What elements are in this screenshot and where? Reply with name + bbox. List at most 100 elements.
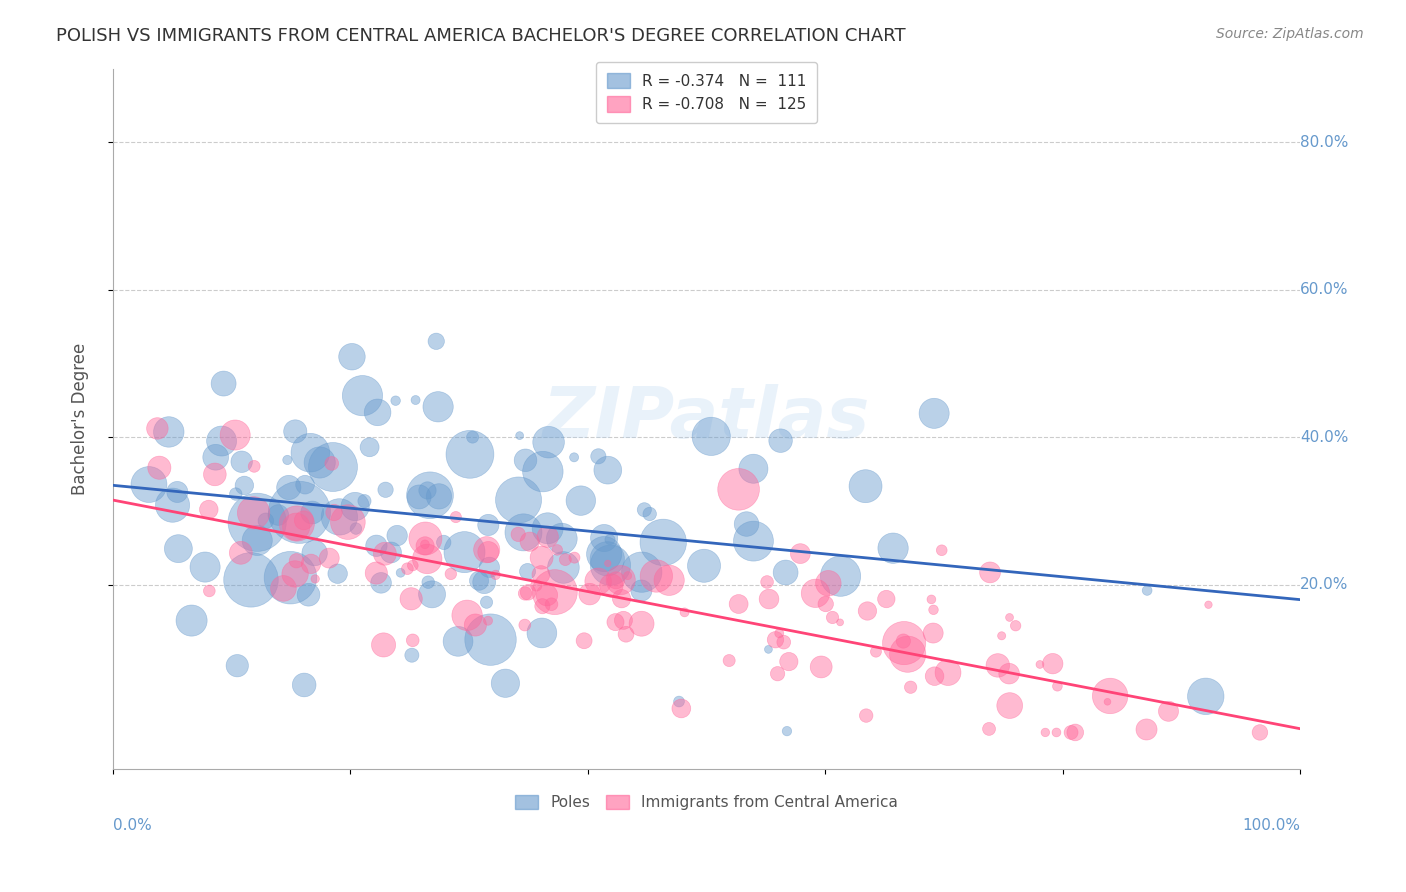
Point bbox=[599, 533, 621, 547]
Point bbox=[246, 516, 269, 530]
Point bbox=[472, 575, 495, 590]
Point bbox=[586, 574, 609, 589]
Point bbox=[936, 665, 959, 680]
Point bbox=[166, 485, 188, 500]
Point bbox=[353, 494, 375, 508]
Point bbox=[198, 502, 221, 516]
Point bbox=[596, 557, 619, 571]
Point bbox=[508, 493, 530, 508]
Point bbox=[987, 658, 1010, 673]
Point bbox=[544, 585, 567, 599]
Point bbox=[458, 447, 481, 461]
Point bbox=[693, 558, 716, 573]
Point bbox=[285, 554, 308, 568]
Point bbox=[990, 629, 1012, 643]
Point bbox=[531, 465, 554, 479]
Point bbox=[1099, 689, 1122, 703]
Point bbox=[830, 615, 852, 630]
Point bbox=[875, 592, 897, 607]
Point bbox=[830, 569, 852, 583]
Point bbox=[920, 592, 942, 607]
Point bbox=[323, 506, 346, 520]
Point bbox=[138, 477, 160, 491]
Point bbox=[1042, 657, 1064, 671]
Point bbox=[420, 587, 443, 601]
Point bbox=[599, 558, 621, 573]
Point bbox=[194, 560, 217, 574]
Point bbox=[366, 539, 388, 553]
Point bbox=[772, 635, 794, 649]
Point bbox=[464, 618, 486, 632]
Point bbox=[211, 434, 233, 448]
Point bbox=[322, 460, 344, 475]
Point bbox=[718, 654, 741, 668]
Text: 40.0%: 40.0% bbox=[1301, 430, 1348, 445]
Point bbox=[180, 614, 202, 628]
Point bbox=[402, 558, 425, 573]
Point bbox=[385, 528, 408, 542]
Point bbox=[231, 455, 253, 469]
Point bbox=[893, 636, 915, 650]
Point bbox=[530, 567, 553, 582]
Point bbox=[758, 642, 780, 657]
Point bbox=[897, 647, 920, 661]
Text: 20.0%: 20.0% bbox=[1301, 577, 1348, 592]
Point bbox=[198, 583, 221, 598]
Point bbox=[612, 613, 634, 627]
Point bbox=[456, 608, 478, 623]
Point bbox=[766, 666, 789, 681]
Point bbox=[242, 506, 264, 520]
Point bbox=[578, 587, 600, 601]
Point bbox=[1136, 583, 1159, 598]
Point bbox=[415, 532, 437, 546]
Point bbox=[374, 483, 396, 497]
Point bbox=[596, 463, 619, 477]
Point bbox=[778, 655, 800, 669]
Point bbox=[517, 585, 540, 599]
Point bbox=[530, 550, 553, 565]
Text: 100.0%: 100.0% bbox=[1243, 818, 1301, 833]
Point bbox=[277, 481, 299, 495]
Point bbox=[276, 453, 298, 467]
Point bbox=[856, 604, 879, 618]
Point bbox=[1033, 725, 1056, 739]
Point bbox=[288, 505, 311, 519]
Point bbox=[299, 445, 322, 459]
Point bbox=[536, 588, 558, 602]
Point bbox=[246, 533, 269, 548]
Point bbox=[148, 460, 170, 475]
Point bbox=[673, 606, 696, 620]
Point bbox=[789, 547, 811, 561]
Point bbox=[515, 453, 537, 467]
Point bbox=[478, 560, 501, 574]
Point bbox=[494, 676, 516, 690]
Point bbox=[399, 591, 422, 606]
Point bbox=[645, 569, 668, 583]
Point bbox=[453, 545, 475, 559]
Point bbox=[572, 633, 595, 648]
Point bbox=[285, 516, 308, 531]
Point bbox=[630, 616, 652, 631]
Point bbox=[405, 392, 427, 407]
Point bbox=[419, 488, 441, 502]
Point bbox=[162, 498, 184, 512]
Point bbox=[477, 614, 499, 628]
Point bbox=[1135, 723, 1157, 737]
Point bbox=[900, 680, 922, 694]
Point bbox=[562, 450, 585, 465]
Point bbox=[537, 435, 560, 450]
Point bbox=[998, 666, 1021, 681]
Point bbox=[609, 573, 631, 587]
Point bbox=[569, 493, 592, 508]
Point bbox=[1045, 725, 1067, 739]
Point bbox=[254, 514, 277, 528]
Point bbox=[513, 586, 536, 600]
Point bbox=[284, 566, 307, 581]
Point bbox=[1064, 725, 1087, 739]
Point bbox=[225, 487, 247, 501]
Point bbox=[344, 500, 367, 514]
Point bbox=[146, 421, 169, 435]
Point bbox=[616, 568, 638, 582]
Point bbox=[865, 645, 887, 659]
Point bbox=[610, 591, 633, 606]
